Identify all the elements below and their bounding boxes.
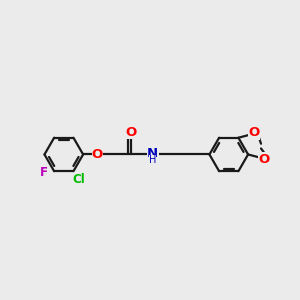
Text: O: O [125, 126, 136, 139]
Text: O: O [258, 153, 269, 166]
Text: H: H [149, 155, 156, 165]
Text: O: O [248, 127, 260, 140]
Text: Cl: Cl [72, 173, 85, 186]
Text: F: F [40, 166, 48, 179]
Text: N: N [147, 147, 158, 160]
Text: O: O [92, 148, 103, 161]
